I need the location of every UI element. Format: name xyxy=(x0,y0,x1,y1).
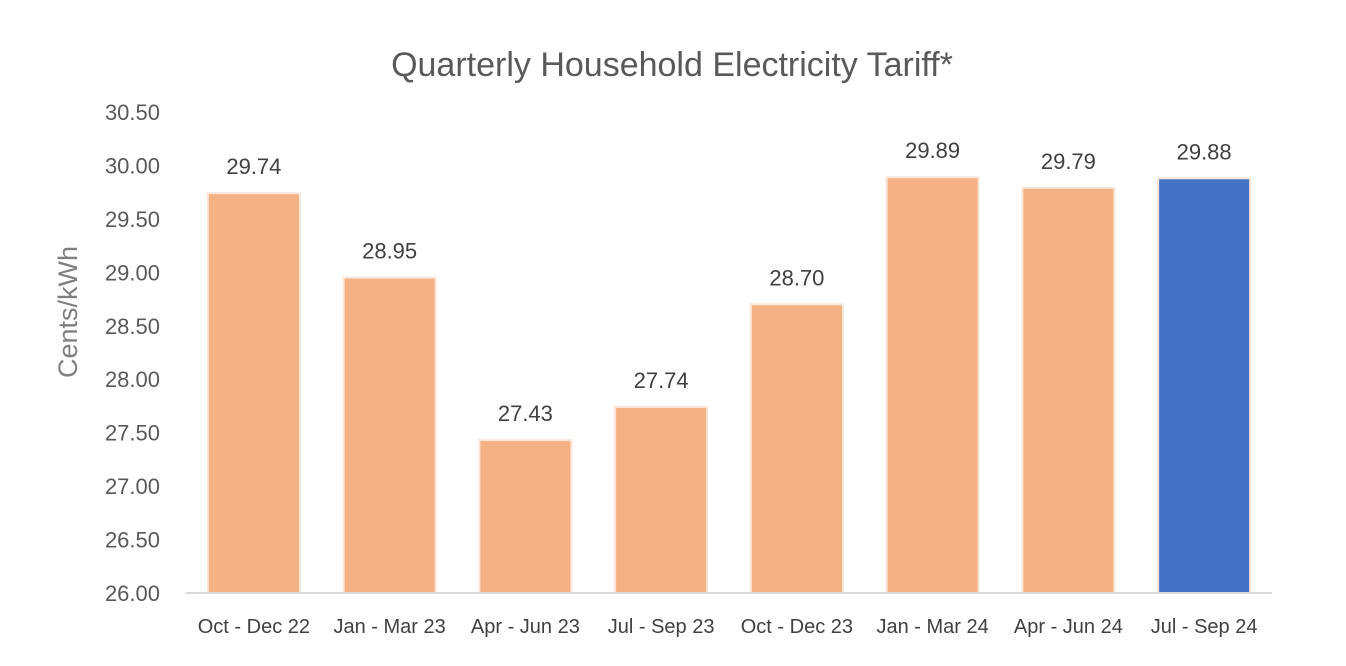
data-label: 29.74 xyxy=(226,154,281,179)
x-tick-label: Jan - Mar 24 xyxy=(876,616,988,638)
x-tick-label: Oct - Dec 22 xyxy=(198,616,310,638)
bar[interactable] xyxy=(206,192,301,594)
x-tick-label: Apr - Jun 23 xyxy=(471,616,580,638)
y-tick-label: 30.00 xyxy=(105,153,160,178)
x-axis: Oct - Dec 22 Jan - Mar 23 Apr - Jun 23 Jul … xyxy=(198,616,1258,638)
x-tick-label: Jul - Sep 24 xyxy=(1151,616,1258,638)
y-tick-label: 26.50 xyxy=(105,528,160,553)
y-tick-label: 28.50 xyxy=(105,314,160,339)
y-tick-label: 29.50 xyxy=(105,207,160,232)
bar[interactable] xyxy=(614,406,709,594)
data-label: 27.74 xyxy=(634,368,689,393)
y-tick-label: 27.00 xyxy=(105,474,160,499)
data-label: 28.95 xyxy=(362,239,417,264)
y-tick-label: 27.50 xyxy=(105,421,160,446)
data-label: 29.89 xyxy=(905,138,960,163)
data-labels: 29.74 28.95 27.43 27.74 28.70 29.89 29.79 29.88 xyxy=(226,138,1231,426)
data-label: 29.88 xyxy=(1177,139,1232,164)
y-axis: 26.00 26.50 27.00 27.50 28.00 28.50 29.00 29.50… xyxy=(105,100,160,606)
data-label: 29.79 xyxy=(1041,149,1096,174)
x-tick-label: Jan - Mar 23 xyxy=(333,616,445,638)
data-label: 27.43 xyxy=(498,401,553,426)
bar[interactable] xyxy=(885,176,980,595)
x-tick-label: Apr - Jun 24 xyxy=(1014,616,1123,638)
bar[interactable] xyxy=(1021,186,1116,594)
y-tick-label: 28.00 xyxy=(105,367,160,392)
x-tick-label: Jul - Sep 23 xyxy=(608,616,715,638)
y-tick-label: 30.50 xyxy=(105,100,160,125)
chart-title: Quarterly Household Electricity Tariff* xyxy=(391,46,953,84)
data-label: 28.70 xyxy=(769,265,824,290)
x-tick-label: Oct - Dec 23 xyxy=(741,616,853,638)
y-tick-label: 26.00 xyxy=(105,581,160,606)
bar[interactable] xyxy=(342,276,437,594)
y-axis-label: Cents/kWh xyxy=(53,246,83,378)
bar[interactable] xyxy=(749,303,844,594)
bar[interactable] xyxy=(1157,177,1252,594)
y-tick-label: 29.00 xyxy=(105,260,160,285)
bar[interactable] xyxy=(478,439,573,594)
bars xyxy=(206,176,1252,595)
